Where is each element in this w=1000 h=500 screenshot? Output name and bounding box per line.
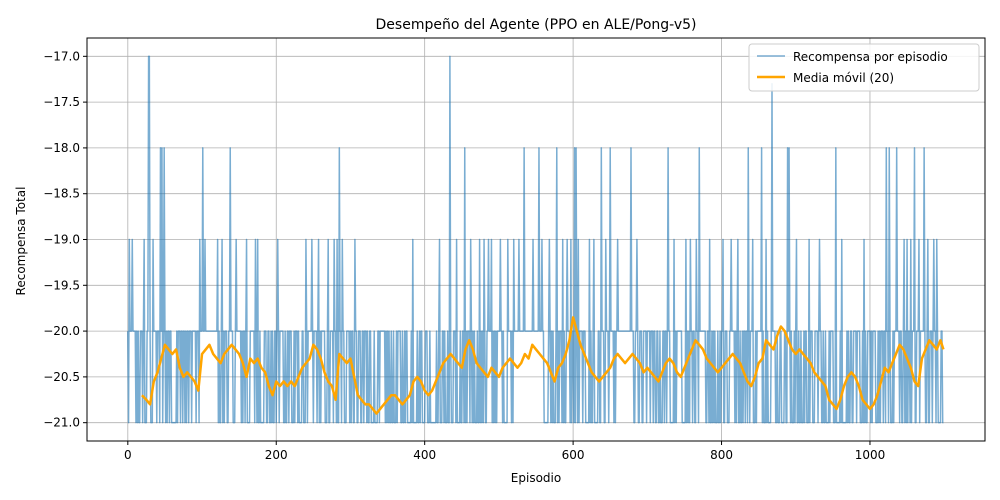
moving-average-series bbox=[141, 316, 945, 415]
x-tick-label: 0 bbox=[124, 448, 132, 462]
legend: Recompensa por episodio Media móvil (20) bbox=[748, 43, 980, 92]
raw-reward-line bbox=[127, 55, 944, 424]
legend-raw-label: Recompensa por episodio bbox=[793, 50, 948, 64]
y-axis-label: Recompensa Total bbox=[14, 187, 28, 296]
y-tick-label: −18.5 bbox=[43, 187, 80, 201]
y-tick-label: −18.0 bbox=[43, 141, 80, 155]
y-tick-label: −20.5 bbox=[43, 370, 80, 384]
y-tick-label: −20.0 bbox=[43, 324, 80, 338]
x-tick-label: 1000 bbox=[855, 448, 886, 462]
x-tick-label: 800 bbox=[710, 448, 733, 462]
raw-reward-series bbox=[127, 55, 944, 424]
y-tick-label: −21.0 bbox=[43, 416, 80, 430]
y-tick-label: −17.0 bbox=[43, 49, 80, 63]
y-axis-ticks: −21.0 −20.5 −20.0 −19.5 −19.0 −18.5 −18.0 −17.5… bbox=[43, 49, 87, 430]
x-axis-ticks: 0 200 400 600 800 1000 bbox=[124, 441, 885, 462]
x-axis-label: Episodio bbox=[511, 471, 561, 485]
y-tick-label: −19.5 bbox=[43, 278, 80, 292]
x-tick-label: 400 bbox=[413, 448, 436, 462]
x-tick-label: 600 bbox=[562, 448, 585, 462]
legend-box bbox=[748, 43, 980, 92]
x-tick-label: 200 bbox=[265, 448, 288, 462]
chart-title: Desempeño del Agente (PPO en ALE/Pong-v5… bbox=[376, 17, 697, 33]
moving-average-line bbox=[141, 316, 945, 415]
legend-mean-label: Media móvil (20) bbox=[793, 71, 894, 85]
y-tick-label: −19.0 bbox=[43, 233, 80, 247]
y-tick-label: −17.5 bbox=[43, 95, 80, 109]
